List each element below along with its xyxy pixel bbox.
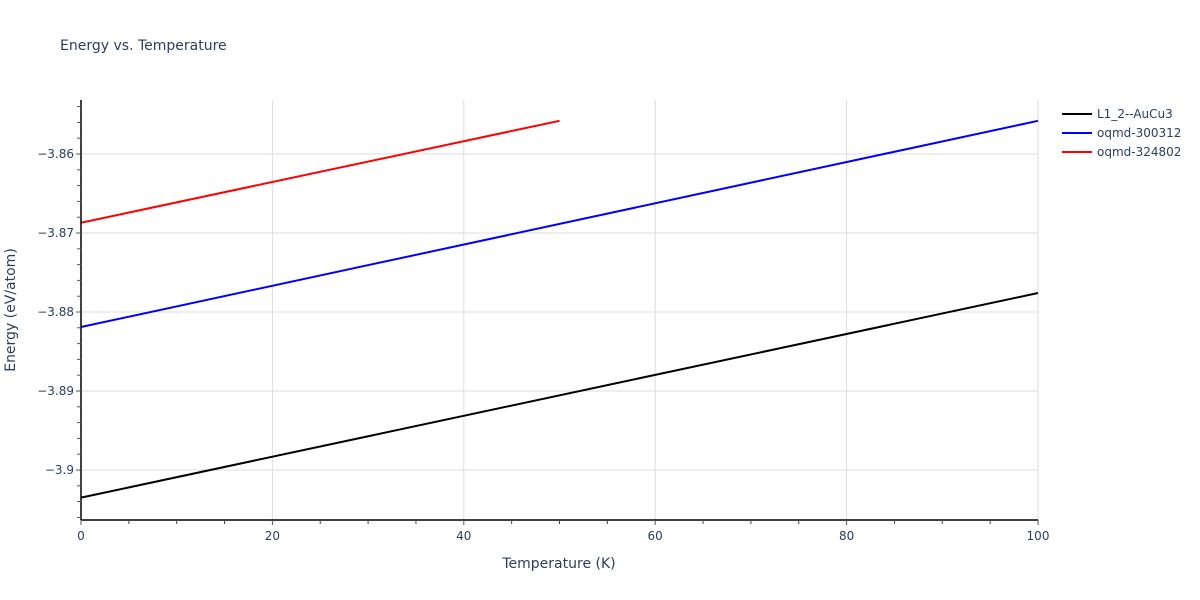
legend-label: oqmd-300312 [1097, 126, 1181, 140]
y-tick-label: −3.86 [37, 147, 74, 161]
series-line-2[interactable] [80, 119, 560, 224]
x-tick-label: 100 [1027, 529, 1050, 543]
y-tick-label: −3.87 [37, 226, 74, 240]
y-axis-title: Energy (eV/atom) [3, 248, 19, 372]
grid-lines [81, 100, 1039, 520]
legend-item-1[interactable]: oqmd-300312 [1062, 126, 1181, 140]
x-tick-label: 0 [77, 529, 85, 543]
legend-item-2[interactable]: oqmd-324802 [1062, 145, 1181, 159]
y-tick-label: −3.88 [37, 305, 74, 319]
chart-title: Energy vs. Temperature [60, 38, 227, 54]
y-tick-label: −3.89 [37, 384, 74, 398]
series-line-0[interactable] [80, 292, 1039, 499]
legend: L1_2--AuCu3 oqmd-300312 oqmd-324802 [1062, 107, 1181, 159]
x-tick-label: 20 [265, 529, 280, 543]
y-tick-label: −3.9 [45, 463, 74, 477]
x-tick-label: 80 [839, 529, 854, 543]
legend-item-0[interactable]: L1_2--AuCu3 [1062, 107, 1173, 121]
x-axis-title: Temperature (K) [501, 556, 615, 572]
x-tick-label: 60 [648, 529, 663, 543]
plot-area[interactable] [80, 119, 1039, 499]
legend-label: oqmd-324802 [1097, 145, 1181, 159]
y-axis-ticks: −3.9 −3.89 −3.88 −3.87 −3.86 [37, 106, 81, 518]
series-line-1[interactable] [80, 119, 1039, 328]
x-tick-label: 40 [456, 529, 471, 543]
x-axis-ticks: 0 20 40 60 80 100 [77, 520, 1049, 543]
legend-label: L1_2--AuCu3 [1097, 107, 1173, 121]
axes [80, 100, 1038, 521]
